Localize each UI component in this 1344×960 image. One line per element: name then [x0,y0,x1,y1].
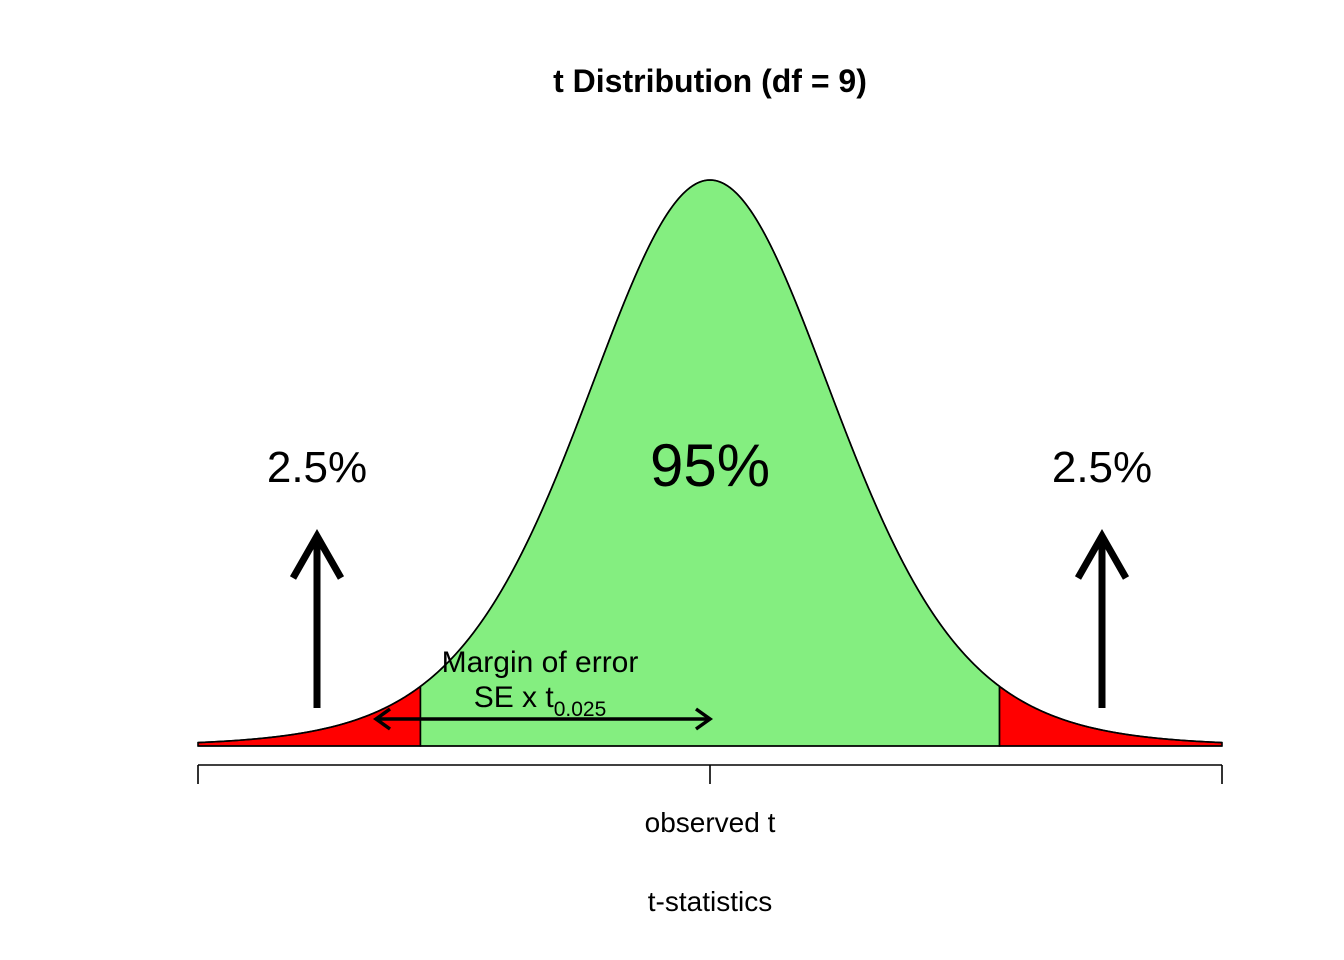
margin-of-error-formula: SE x t0.025 [474,681,607,721]
center-tick-label: observed t [645,807,776,838]
margin-of-error-arrow [372,707,714,731]
right-tail-percent-label: 2.5% [1052,443,1152,492]
right-tail-arrow [1074,528,1130,708]
margin-arrow-left-head [372,707,392,731]
formula-main: SE x t [474,681,555,714]
right-arrow-head [1074,528,1130,580]
left-arrow-head [289,528,345,580]
center-percent-label: 95% [650,432,770,499]
chart-title: t Distribution (df = 9) [553,63,867,99]
margin-of-error-title: Margin of error [442,646,639,679]
left-tail-percent-label: 2.5% [267,443,367,492]
x-axis-label: t-statistics [648,886,772,917]
margin-arrow-right-head [694,707,714,731]
formula-subscript: 0.025 [554,698,607,721]
x-axis [197,764,1223,784]
region-upper-tail [998,684,1223,747]
density-curve [197,179,1223,744]
region-lower-tail [197,684,422,747]
left-tail-arrow [289,528,345,708]
